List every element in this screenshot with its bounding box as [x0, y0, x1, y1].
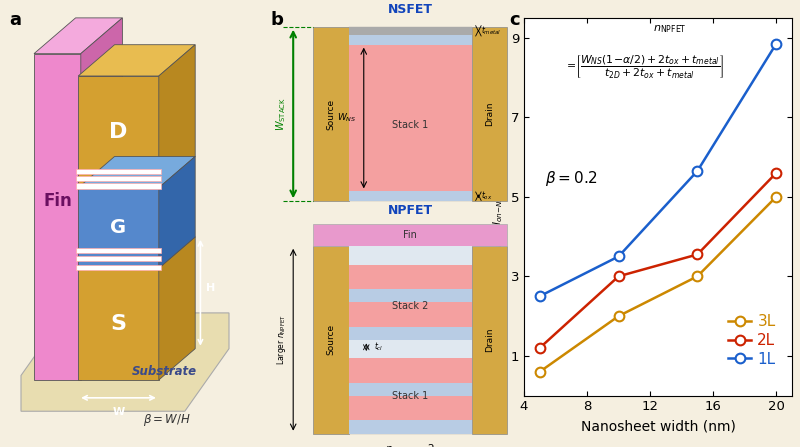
Text: $n_{\rm NPFET}$: $n_{\rm NPFET}$ [653, 24, 686, 35]
X-axis label: Nanosheet width (nm): Nanosheet width (nm) [581, 419, 735, 433]
Text: a: a [10, 11, 22, 29]
Polygon shape [76, 169, 162, 174]
Polygon shape [76, 256, 162, 261]
Polygon shape [349, 340, 472, 358]
Polygon shape [78, 237, 195, 268]
Text: $= \!\left[ \dfrac{W_{NS}(1\!-\!\alpha/2) + 2t_{ox} + t_{metal}}{t_{2D} + 2t_{ox: $= \!\left[ \dfrac{W_{NS}(1\!-\!\alpha/2… [564, 54, 724, 81]
Polygon shape [349, 396, 472, 421]
Polygon shape [76, 183, 162, 189]
Polygon shape [81, 18, 122, 380]
Text: c: c [509, 11, 519, 29]
Polygon shape [472, 27, 507, 201]
Text: G: G [110, 219, 126, 237]
Polygon shape [349, 246, 472, 265]
Polygon shape [349, 27, 472, 201]
Polygon shape [78, 76, 158, 188]
Text: $W_{\rm STACK}$: $W_{\rm STACK}$ [274, 97, 288, 131]
Polygon shape [78, 45, 195, 76]
Polygon shape [314, 27, 349, 201]
Text: NSFET: NSFET [388, 3, 433, 16]
Text: Stack 1: Stack 1 [392, 391, 429, 401]
Polygon shape [158, 237, 195, 380]
Text: W: W [112, 407, 125, 417]
Polygon shape [78, 268, 158, 380]
Polygon shape [78, 188, 158, 268]
Text: $t_{metal}$: $t_{metal}$ [481, 25, 502, 37]
Text: Stack 2: Stack 2 [392, 301, 429, 311]
Polygon shape [314, 224, 507, 246]
Text: Drain: Drain [486, 328, 494, 352]
Polygon shape [349, 265, 472, 289]
Polygon shape [314, 246, 349, 434]
Polygon shape [472, 246, 507, 434]
Text: H: H [206, 283, 215, 293]
Polygon shape [349, 27, 472, 35]
Polygon shape [349, 246, 472, 434]
Text: $\beta = W/H$: $\beta = W/H$ [143, 412, 191, 428]
Text: Substrate: Substrate [131, 364, 197, 378]
Polygon shape [349, 421, 472, 434]
Polygon shape [349, 302, 472, 327]
Text: $n_{\rm NPFET} = 2$: $n_{\rm NPFET} = 2$ [386, 443, 435, 447]
Polygon shape [34, 54, 81, 380]
Polygon shape [76, 265, 162, 270]
Text: $W_{NS}$: $W_{NS}$ [337, 112, 356, 124]
Legend: 3L, 2L, 1L: 3L, 2L, 1L [722, 308, 782, 373]
Text: NPFET: NPFET [388, 204, 433, 217]
Polygon shape [78, 156, 195, 188]
Polygon shape [349, 35, 472, 45]
Polygon shape [349, 358, 472, 383]
Text: Drain: Drain [486, 102, 494, 126]
Polygon shape [158, 45, 195, 188]
Text: Source: Source [326, 324, 335, 355]
Text: Fin: Fin [403, 230, 418, 240]
Polygon shape [349, 45, 472, 191]
Text: Source: Source [326, 98, 335, 130]
Polygon shape [349, 191, 472, 201]
Polygon shape [349, 383, 472, 396]
Polygon shape [34, 18, 122, 54]
Text: D: D [110, 122, 128, 142]
Polygon shape [76, 248, 162, 253]
Text: S: S [110, 314, 126, 334]
Polygon shape [349, 289, 472, 302]
Text: $t_{ox}$: $t_{ox}$ [481, 190, 493, 202]
Text: Larger $n_{\rm NPFET}$: Larger $n_{\rm NPFET}$ [275, 314, 288, 365]
Text: b: b [270, 11, 283, 29]
Polygon shape [349, 327, 472, 340]
Polygon shape [76, 176, 162, 181]
Text: $t_{cl}$: $t_{cl}$ [374, 341, 383, 354]
Text: $\beta = 0.2$: $\beta = 0.2$ [546, 169, 598, 188]
Polygon shape [21, 313, 229, 411]
Y-axis label: $(I_{on\mathrm{-}NPFET} - I_{on\mathrm{-}NSFET})/I_{ON\mathrm{-}NPFET}$: $(I_{on\mathrm{-}NPFET} - I_{on\mathrm{-… [491, 130, 505, 283]
Text: Stack 1: Stack 1 [392, 120, 429, 131]
Polygon shape [158, 156, 195, 268]
Text: Fin: Fin [43, 192, 72, 210]
